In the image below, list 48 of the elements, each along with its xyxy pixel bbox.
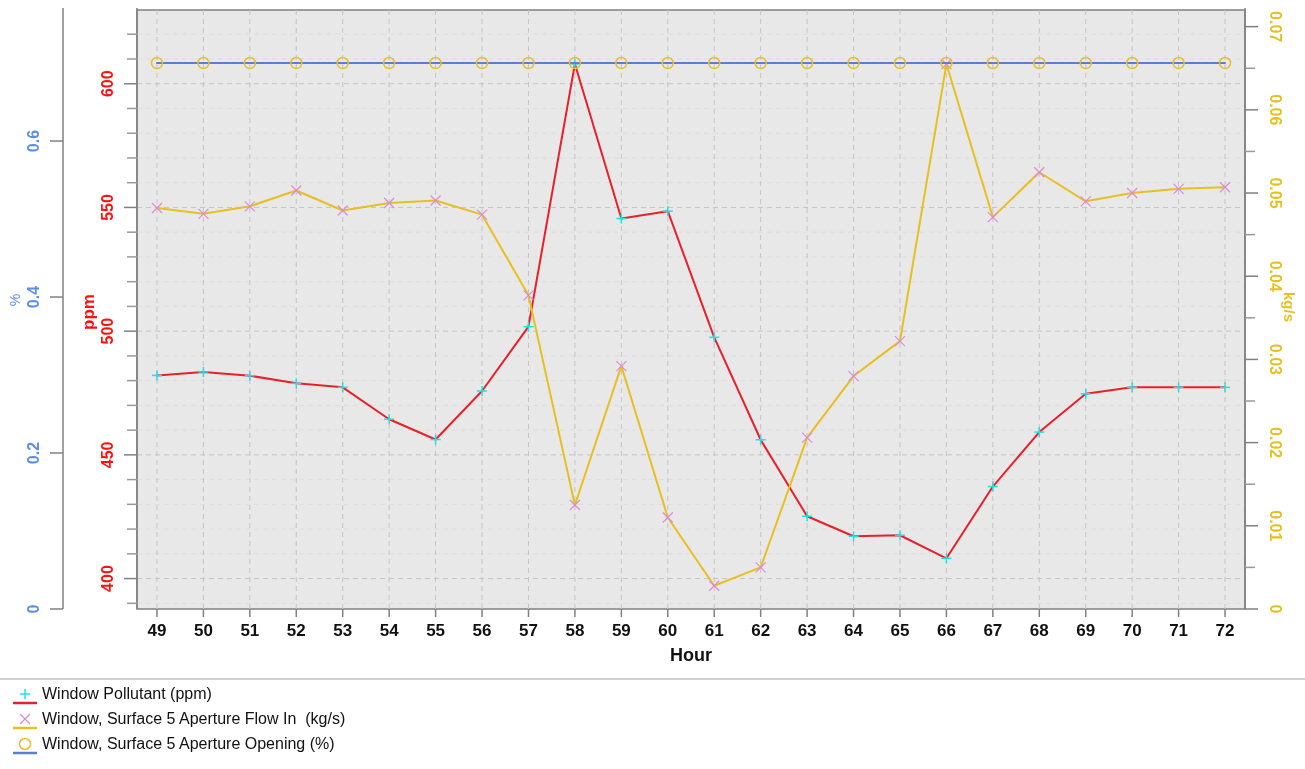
y2-tick-label: 450 (98, 441, 116, 469)
y3-tick-label: 0.06 (1266, 94, 1284, 126)
x-tick-label: 68 (1029, 621, 1049, 640)
x-tick-label: 61 (704, 621, 724, 640)
legend-label: Window, Surface 5 Aperture Opening (%) (42, 735, 335, 752)
x-tick-label: 62 (751, 621, 771, 640)
x-tick-label: 63 (797, 621, 817, 640)
y2-tick-label: 500 (98, 317, 116, 345)
y-tick-label: 0.4 (24, 285, 42, 309)
x-tick-label: 53 (333, 621, 353, 640)
y-tick-label: 0.2 (24, 441, 42, 465)
y3-tick-label: 0.05 (1266, 177, 1284, 209)
y-axis-title: % (7, 293, 23, 307)
legend-label: Window Pollutant (ppm) (42, 685, 212, 702)
x-tick-label: 55 (426, 621, 446, 640)
y-tick-label: 0 (24, 604, 42, 614)
x-tick-label: 51 (240, 621, 260, 640)
x-tick-label: 71 (1169, 621, 1189, 640)
x-tick-label: 59 (611, 621, 631, 640)
y2-tick-label: 550 (98, 193, 116, 221)
x-tick-label: 69 (1076, 621, 1096, 640)
x-tick-label: 57 (519, 621, 538, 640)
x-tick-label: 70 (1122, 621, 1142, 640)
x-tick-label: 52 (286, 621, 306, 640)
x-tick-label: 58 (565, 621, 585, 640)
y3-tick-label: 0.07 (1266, 11, 1284, 43)
y2-tick-label: 600 (98, 70, 116, 98)
x-tick-label: 72 (1215, 621, 1235, 640)
x-tick-label: 67 (983, 621, 1003, 640)
x-tick-label: 65 (890, 621, 910, 640)
y3-axis-title: kg/s (1280, 291, 1298, 323)
y2-axis-title: ppm (78, 294, 98, 330)
y3-tick-label: 0.03 (1266, 343, 1284, 376)
x-tick-label: 49 (147, 621, 167, 640)
y3-tick-label: 0 (1266, 604, 1284, 614)
x-tick-label: 60 (658, 621, 678, 640)
legend-label: Window, Surface 5 Aperture Flow In (kg/s) (42, 710, 346, 727)
x-tick-label: 54 (379, 621, 400, 640)
y3-tick-label: 0.02 (1266, 427, 1284, 459)
y3-tick-label: 0.04 (1266, 260, 1284, 292)
x-tick-label: 64 (844, 621, 864, 640)
x-tick-label: 56 (472, 621, 492, 640)
x-tick-label: 50 (193, 621, 213, 640)
x-axis-title: Hour (670, 645, 712, 665)
y2-tick-label: 400 (98, 565, 116, 592)
y-tick-label: 0.6 (24, 129, 42, 153)
x-tick-label: 66 (936, 621, 956, 640)
y3-tick-label: 0.01 (1266, 510, 1284, 542)
